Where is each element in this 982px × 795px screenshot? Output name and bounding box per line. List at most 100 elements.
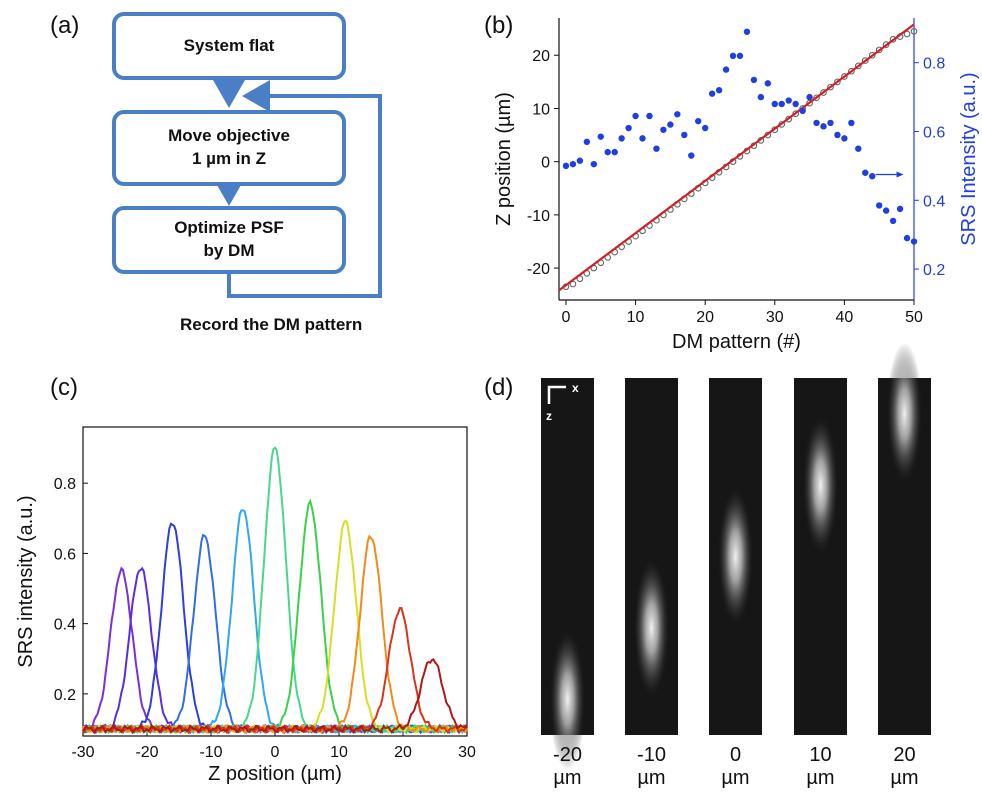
srs-intensity-point bbox=[834, 131, 841, 139]
x-tick-label-b: 10 bbox=[627, 309, 645, 326]
scale-bar bbox=[547, 385, 566, 404]
flowchart-box-move-objective: Move objective 1 µm in Z bbox=[112, 110, 346, 186]
srs-intensity-point bbox=[869, 172, 876, 180]
z-position-point bbox=[848, 67, 855, 75]
fit-line bbox=[558, 23, 915, 292]
x-tick-label-b: 0 bbox=[562, 309, 571, 326]
srs-intensity-point bbox=[701, 124, 709, 132]
psf-value: 0 bbox=[729, 744, 742, 766]
y-tick-label-b: 20 bbox=[532, 48, 550, 65]
srs-intensity-point bbox=[569, 160, 577, 168]
srs-intensity-point bbox=[597, 133, 604, 140]
right-axis-arrow-head bbox=[896, 171, 904, 178]
psf-label-2: -10 µm bbox=[622, 744, 682, 790]
srs-intensity-point bbox=[750, 76, 758, 84]
scale-label-z: z bbox=[546, 409, 552, 423]
srs-intensity-point bbox=[618, 135, 625, 142]
psf-spot-4 bbox=[802, 413, 839, 557]
z-position-point bbox=[792, 110, 800, 118]
psf-value: -20 bbox=[553, 744, 582, 766]
x-tick-label-c: 10 bbox=[330, 744, 348, 761]
x-tick-label-c: 20 bbox=[394, 744, 412, 761]
x-tick-label-c: -20 bbox=[135, 744, 158, 761]
srs-intensity-point bbox=[562, 162, 570, 170]
srs-intensity-point bbox=[722, 66, 730, 73]
panel-label-b: (b) bbox=[484, 12, 514, 39]
x-tick-label-b: 30 bbox=[766, 309, 784, 326]
srs-intensity-point bbox=[611, 148, 618, 156]
y-axis-label-b: Z position (µm) bbox=[493, 92, 515, 226]
psf-unit: µm bbox=[806, 767, 835, 789]
srs-intensity-point bbox=[806, 93, 813, 101]
psf-spot-2 bbox=[633, 556, 670, 700]
srs-intensity-point bbox=[674, 111, 681, 118]
x-tick-label-c: -10 bbox=[199, 744, 222, 761]
psf-label-1: -20 µm bbox=[538, 744, 598, 790]
series-line-11 bbox=[82, 658, 468, 735]
srs-intensity-point bbox=[639, 135, 646, 142]
psf-spot-3 bbox=[717, 485, 754, 628]
srs-intensity-point bbox=[583, 138, 591, 146]
flowchart-box3-line1: Optimize PSF bbox=[174, 218, 284, 238]
panel-label-d: (d) bbox=[484, 374, 514, 401]
y-tick-label-c: 0.8 bbox=[54, 476, 76, 493]
x-tick-label-b: 40 bbox=[835, 309, 853, 326]
srs-intensity-point bbox=[799, 107, 806, 115]
psf-spot-1 bbox=[549, 627, 586, 771]
y-axis-label-c: SRS intensity (a.u.) bbox=[15, 495, 37, 667]
psf-value: 20 bbox=[893, 744, 916, 766]
srs-intensity-point bbox=[646, 112, 653, 120]
flowchart-box2-line1: Move objective bbox=[168, 126, 290, 146]
srs-intensity-point bbox=[792, 100, 799, 108]
psf-label-4: 10 µm bbox=[791, 744, 851, 790]
panel-label-c: (c) bbox=[50, 374, 78, 401]
srs-intensity-point bbox=[681, 131, 688, 139]
panel-label-a: (a) bbox=[50, 12, 80, 39]
z-position-point bbox=[841, 73, 848, 80]
x-axis-label-c: Z position (µm) bbox=[208, 763, 342, 785]
y-tick-label-c: 0.6 bbox=[54, 546, 76, 563]
srs-intensity-point bbox=[820, 123, 827, 130]
psf-spot-5 bbox=[886, 342, 923, 486]
x-tick-label-c: 30 bbox=[458, 744, 476, 761]
y-tick-label-b: -10 bbox=[527, 208, 550, 225]
srs-intensity-point bbox=[660, 126, 667, 133]
flowchart-box2-line2: 1 µm in Z bbox=[191, 149, 267, 168]
psf-unit: µm bbox=[553, 767, 582, 789]
z-position-point bbox=[861, 57, 869, 64]
y-tick-label-b: -20 bbox=[527, 261, 550, 278]
srs-intensity-point bbox=[875, 202, 883, 209]
srs-intensity-point bbox=[653, 145, 660, 152]
scale-label-x: x bbox=[572, 381, 579, 395]
psf-value: 10 bbox=[809, 744, 832, 766]
y2-tick-label-b: 0.4 bbox=[923, 193, 945, 210]
srs-intensity-point bbox=[625, 124, 632, 132]
z-position-point bbox=[868, 51, 876, 59]
z-position-point bbox=[827, 83, 834, 91]
y2-tick-label-b: 0.2 bbox=[923, 262, 945, 279]
z-position-point bbox=[875, 46, 883, 54]
z-position-point bbox=[806, 99, 813, 107]
z-position-point bbox=[910, 27, 918, 35]
psf-unit: µm bbox=[721, 767, 750, 789]
z-position-point bbox=[834, 78, 841, 86]
psf-label-5: 20 µm bbox=[875, 744, 935, 790]
x-tick-label-b: 20 bbox=[696, 309, 714, 326]
srs-intensity-point bbox=[708, 90, 716, 97]
flowchart-box-optimize-psf: Optimize PSF by DM bbox=[112, 206, 346, 274]
srs-intensity-point bbox=[667, 121, 674, 128]
srs-intensity-point bbox=[855, 145, 862, 152]
srs-intensity-point bbox=[771, 100, 778, 108]
z-position-point bbox=[882, 41, 890, 48]
srs-intensity-point bbox=[848, 119, 855, 127]
psf-label-3: 0 µm bbox=[706, 744, 766, 790]
srs-intensity-point bbox=[827, 119, 834, 127]
srs-intensity-point bbox=[590, 160, 598, 168]
srs-intensity-point bbox=[910, 238, 918, 245]
y-tick-label-c: 0.2 bbox=[54, 687, 76, 704]
x-axis-label-b: DM pattern (#) bbox=[672, 331, 801, 353]
y2-tick-label-b: 0.6 bbox=[923, 124, 945, 141]
z-position-point bbox=[903, 30, 911, 38]
